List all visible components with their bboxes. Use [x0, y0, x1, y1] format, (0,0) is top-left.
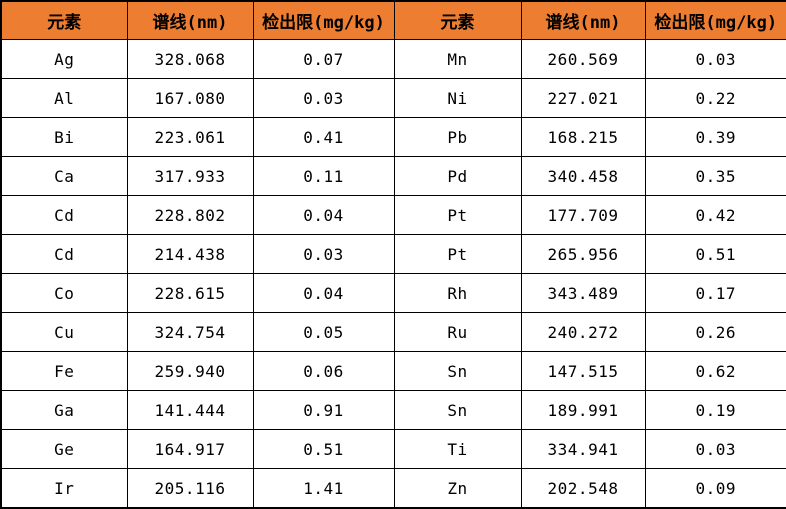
spectral-line-cell: 228.615 — [126, 273, 254, 313]
header-element-right: 元素 — [393, 0, 522, 40]
spectral-line-cell: 168.215 — [520, 117, 646, 157]
element-cell: Co — [0, 273, 128, 313]
spectral-line-cell: 189.991 — [520, 390, 646, 430]
spectral-line-cell: 340.458 — [520, 156, 646, 196]
detection-limit-cell: 0.03 — [252, 234, 395, 274]
spectral-line-cell: 205.116 — [126, 468, 254, 509]
element-cell: Pd — [393, 156, 522, 196]
table-row: Ge 164.917 0.51 Ti 334.941 0.03 — [0, 429, 786, 469]
spectral-line-cell: 328.068 — [126, 39, 254, 79]
spectral-line-cell: 334.941 — [520, 429, 646, 469]
table-row: Fe 259.940 0.06 Sn 147.515 0.62 — [0, 351, 786, 391]
detection-limit-cell: 0.11 — [252, 156, 395, 196]
element-cell: Ir — [0, 468, 128, 509]
element-cell: Al — [0, 78, 128, 118]
table-row: Cd 214.438 0.03 Pt 265.956 0.51 — [0, 234, 786, 274]
detection-limit-cell: 0.51 — [252, 429, 395, 469]
element-cell: Sn — [393, 390, 522, 430]
element-cell: Mn — [393, 39, 522, 79]
spectral-line-cell: 177.709 — [520, 195, 646, 235]
spectral-line-cell: 164.917 — [126, 429, 254, 469]
detection-limit-cell: 0.35 — [644, 156, 786, 196]
spectral-line-cell: 214.438 — [126, 234, 254, 274]
detection-limit-cell: 0.17 — [644, 273, 786, 313]
detection-limit-cell: 0.09 — [644, 468, 786, 509]
detection-limit-cell: 0.26 — [644, 312, 786, 352]
element-cell: Cd — [0, 195, 128, 235]
table-row: Al 167.080 0.03 Ni 227.021 0.22 — [0, 78, 786, 118]
spectral-line-cell: 317.933 — [126, 156, 254, 196]
spectral-line-cell: 167.080 — [126, 78, 254, 118]
spectral-line-cell: 265.956 — [520, 234, 646, 274]
element-cell: Ag — [0, 39, 128, 79]
element-cell: Pt — [393, 234, 522, 274]
element-cell: Zn — [393, 468, 522, 509]
table-row: Ir 205.116 1.41 Zn 202.548 0.09 — [0, 468, 786, 509]
element-cell: Bi — [0, 117, 128, 157]
table-header-row: 元素 谱线(nm) 检出限(mg/kg) 元素 谱线(nm) 检出限(mg/kg… — [0, 0, 786, 40]
detection-limit-cell: 0.03 — [644, 429, 786, 469]
detection-limit-cell: 1.41 — [252, 468, 395, 509]
element-cell: Ga — [0, 390, 128, 430]
detection-limit-cell: 0.04 — [252, 273, 395, 313]
detection-limit-cell: 0.04 — [252, 195, 395, 235]
spectral-line-cell: 202.548 — [520, 468, 646, 509]
spectral-line-cell: 223.061 — [126, 117, 254, 157]
spectral-line-cell: 324.754 — [126, 312, 254, 352]
spectral-line-cell: 259.940 — [126, 351, 254, 391]
table-row: Co 228.615 0.04 Rh 343.489 0.17 — [0, 273, 786, 313]
detection-limit-cell: 0.07 — [252, 39, 395, 79]
table-row: Ca 317.933 0.11 Pd 340.458 0.35 — [0, 156, 786, 196]
spectral-line-cell: 240.272 — [520, 312, 646, 352]
spectral-line-cell: 228.802 — [126, 195, 254, 235]
element-cell: Ti — [393, 429, 522, 469]
element-cell: Ni — [393, 78, 522, 118]
element-cell: Ca — [0, 156, 128, 196]
spectral-line-cell: 343.489 — [520, 273, 646, 313]
spectral-line-cell: 227.021 — [520, 78, 646, 118]
spectral-line-cell: 141.444 — [126, 390, 254, 430]
header-detection-limit-left: 检出限(mg/kg) — [252, 0, 395, 40]
detection-limit-cell: 0.06 — [252, 351, 395, 391]
spectral-line-cell: 260.569 — [520, 39, 646, 79]
detection-limit-cell: 0.42 — [644, 195, 786, 235]
detection-limit-cell: 0.51 — [644, 234, 786, 274]
detection-limit-cell: 0.03 — [644, 39, 786, 79]
table-row: Cd 228.802 0.04 Pt 177.709 0.42 — [0, 195, 786, 235]
element-cell: Pt — [393, 195, 522, 235]
table-body: Ag 328.068 0.07 Mn 260.569 0.03 Al 167.080 0.03 N… — [0, 39, 786, 509]
detection-limit-cell: 0.91 — [252, 390, 395, 430]
element-cell: Fe — [0, 351, 128, 391]
detection-limit-cell: 0.03 — [252, 78, 395, 118]
table-row: Cu 324.754 0.05 Ru 240.272 0.26 — [0, 312, 786, 352]
table-row: Bi 223.061 0.41 Pb 168.215 0.39 — [0, 117, 786, 157]
table-row: Ag 328.068 0.07 Mn 260.569 0.03 — [0, 39, 786, 79]
detection-limit-cell: 0.62 — [644, 351, 786, 391]
spectral-line-cell: 147.515 — [520, 351, 646, 391]
header-detection-limit-right: 检出限(mg/kg) — [644, 0, 786, 40]
element-cell: Cd — [0, 234, 128, 274]
header-spectral-line-left: 谱线(nm) — [126, 0, 254, 40]
table-header: 元素 谱线(nm) 检出限(mg/kg) 元素 谱线(nm) 检出限(mg/kg… — [0, 0, 786, 40]
element-cell: Pb — [393, 117, 522, 157]
header-spectral-line-right: 谱线(nm) — [520, 0, 646, 40]
detection-limit-cell: 0.22 — [644, 78, 786, 118]
detection-limit-cell: 0.39 — [644, 117, 786, 157]
element-cell: Cu — [0, 312, 128, 352]
element-cell: Rh — [393, 273, 522, 313]
element-cell: Sn — [393, 351, 522, 391]
element-cell: Ru — [393, 312, 522, 352]
detection-limit-cell: 0.19 — [644, 390, 786, 430]
table-row: Ga 141.444 0.91 Sn 189.991 0.19 — [0, 390, 786, 430]
header-element-left: 元素 — [0, 0, 128, 40]
detection-limit-cell: 0.05 — [252, 312, 395, 352]
detection-limit-cell: 0.41 — [252, 117, 395, 157]
element-cell: Ge — [0, 429, 128, 469]
